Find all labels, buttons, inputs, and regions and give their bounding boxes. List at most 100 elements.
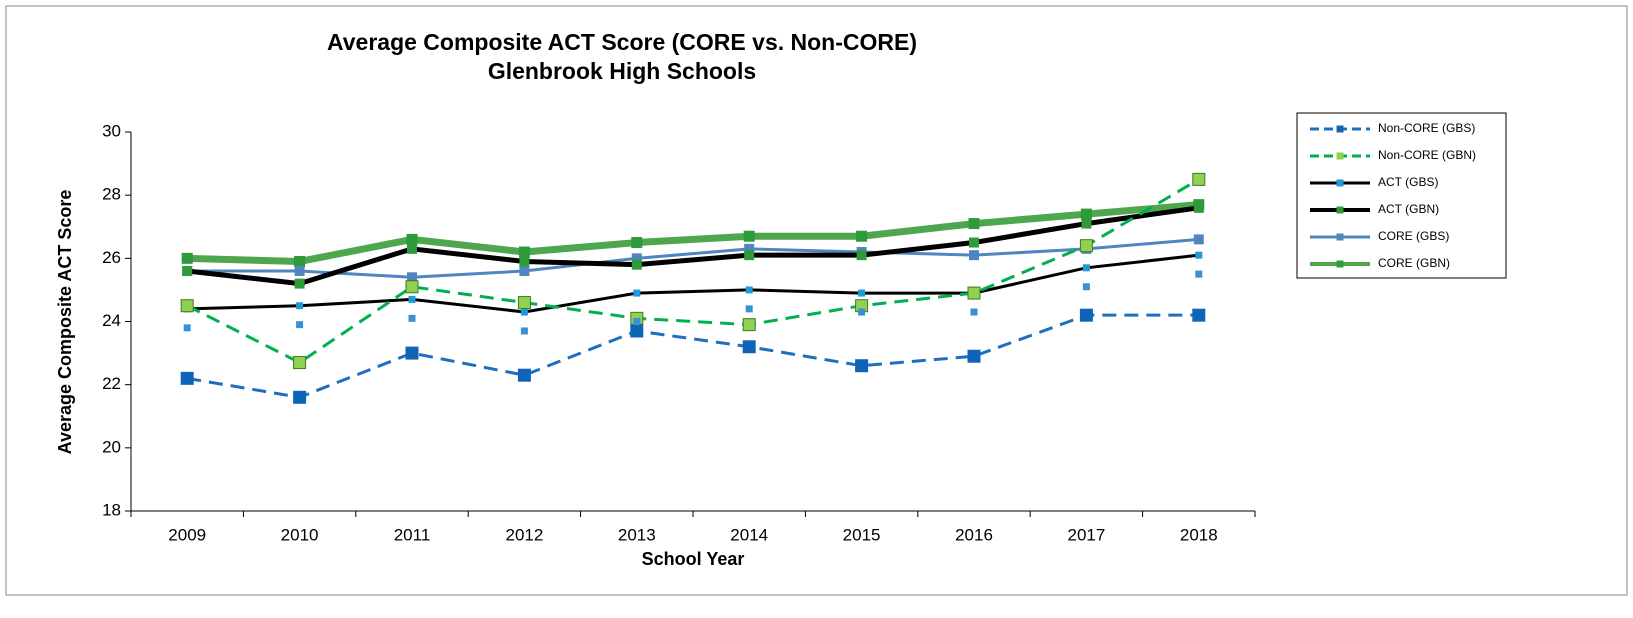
series-line [187,253,1199,314]
marker [405,346,419,360]
marker [406,233,418,245]
chart-border [5,5,1628,596]
marker [180,371,194,385]
marker [293,390,307,404]
series-line [187,237,1199,279]
x-tick-label: 2009 [168,525,206,544]
marker [631,253,642,264]
marker [405,280,419,294]
marker [1082,264,1090,272]
x-tick-label: 2015 [843,525,881,544]
marker [967,286,981,300]
y-tick-label: 22 [102,374,121,393]
legend-box [1296,112,1507,279]
series-line [186,313,1199,399]
marker [631,237,643,249]
x-tick-label: 2016 [955,525,993,544]
marker [517,296,531,310]
marker [520,327,528,335]
marker [744,243,755,254]
x-tick-label: 2013 [618,525,656,544]
x-tick-label: 2017 [1067,525,1105,544]
x-tick-label: 2010 [281,525,319,544]
marker [1336,152,1344,160]
marker [744,250,755,261]
marker [969,237,979,248]
legend-text: CORE (GBN) [1378,256,1450,270]
legend-text: ACT (GBN) [1378,202,1439,216]
marker [1195,251,1203,259]
chart-subtitle: Glenbrook High Schools [488,58,756,84]
marker [296,321,304,329]
marker [858,308,866,316]
marker [743,230,755,242]
marker [408,295,416,303]
chart-title: Average Composite ACT Score (CORE vs. No… [327,29,917,55]
marker [1336,125,1344,133]
series-line [186,205,1200,287]
marker [745,286,753,294]
marker [519,256,530,267]
y-tick-label: 24 [102,311,121,330]
marker [1336,206,1344,214]
marker [407,272,417,283]
marker [745,305,753,313]
y-tick-label: 20 [102,437,121,456]
x-tick-label: 2018 [1180,525,1218,544]
y-tick-label: 26 [102,248,121,267]
marker [519,265,530,276]
marker [1336,179,1344,187]
marker [520,308,528,316]
marker [1082,283,1090,291]
legend-text: Non-CORE (GBN) [1378,148,1476,162]
y-tick-label: 18 [102,500,121,519]
legend-text: CORE (GBS) [1378,229,1449,243]
marker [182,265,193,276]
x-tick-label: 2012 [505,525,543,544]
marker [1193,234,1204,245]
marker [967,349,981,363]
marker [633,289,641,297]
marker [1080,208,1092,220]
marker [181,252,193,264]
marker [742,318,756,332]
marker [858,289,866,297]
y-tick-label: 30 [102,121,121,140]
marker [294,265,305,276]
marker [1336,260,1344,268]
marker [1195,270,1203,278]
marker [518,246,530,258]
y-axis-label: Average Composite ACT Score [55,190,75,455]
marker [296,302,304,310]
marker [407,243,417,254]
series-line [187,201,1200,266]
marker [293,356,307,370]
marker [630,324,644,338]
marker [294,278,305,289]
x-axis-label: School Year [642,549,745,569]
x-tick-label: 2014 [730,525,768,544]
marker [1193,202,1204,213]
marker [1192,172,1206,186]
marker [1079,308,1093,322]
marker [969,250,979,261]
marker [1079,239,1093,253]
x-tick-label: 2011 [394,525,431,544]
marker [631,259,642,270]
y-tick-label: 28 [102,185,121,204]
marker [633,318,641,325]
marker [856,250,867,261]
marker [183,324,191,332]
marker [1081,218,1092,229]
marker [856,230,868,242]
marker [294,255,306,267]
marker [1336,233,1344,241]
marker [742,340,756,354]
legend-text: Non-CORE (GBS) [1378,121,1475,135]
marker [1192,308,1206,322]
series-line [186,178,1200,365]
legend-text: ACT (GBS) [1378,175,1438,189]
marker [968,218,980,230]
marker [517,368,531,382]
